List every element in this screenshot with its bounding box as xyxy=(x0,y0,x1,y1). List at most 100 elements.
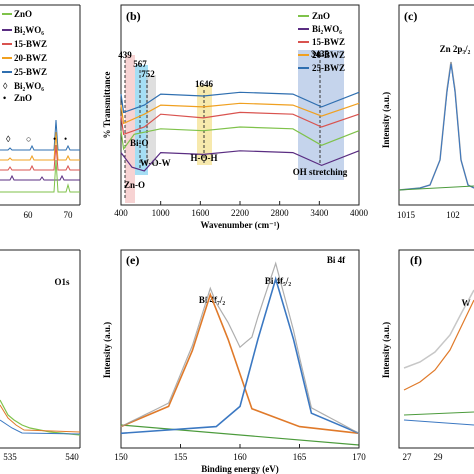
legend-label: Bi₂WO₆ xyxy=(14,25,44,35)
panel-a-legend: ZnO Bi₂WO₆ 15-BWZ 20-BWZ 25-BWZ ◊ Bi₂WO₆… xyxy=(2,9,47,103)
legend-label: 25-BWZ xyxy=(14,67,47,77)
ftir-series-line xyxy=(120,91,360,114)
legend-label: 20-BWZ xyxy=(14,53,47,63)
x-tick-label: 60 xyxy=(24,210,34,220)
x-tick-label: 1015 xyxy=(397,210,416,220)
x-tick-label: 27 xyxy=(403,452,413,462)
ftir-series-group xyxy=(120,91,360,172)
peak-label-right: Bi 4f₅/₂ xyxy=(265,276,291,286)
x-tick-label: 1600 xyxy=(191,208,210,218)
x-tick-label: 170 xyxy=(352,452,366,462)
panel-c: (c) Intensity (a.u.) Zn 2p₃/₂ 1015 102 xyxy=(381,4,474,220)
xps-fit-line xyxy=(120,292,360,435)
ftir-x-ticks: 400 1000 1600 2200 2800 3400 4000 xyxy=(114,201,369,218)
x-tick-label: 400 xyxy=(114,208,128,218)
xrd-trace xyxy=(0,144,80,171)
x-tick-label: 70 xyxy=(64,210,74,220)
x-tick-label: 535 xyxy=(3,452,17,462)
panel-b-y-label: % Transmittance xyxy=(102,72,112,139)
xps-fit-line xyxy=(120,276,360,435)
diamond-marker: ◊ xyxy=(3,81,8,91)
circle-marker: ○ xyxy=(26,134,31,144)
w-fit-trace xyxy=(403,419,474,426)
xrd-trace xyxy=(0,119,80,151)
panel-b-x-label: Wavenumber (cm⁻¹) xyxy=(200,220,279,230)
x-tick-label: 4000 xyxy=(350,208,369,218)
x-tick-label: 2200 xyxy=(231,208,250,218)
peak-label: 567 xyxy=(133,59,147,69)
panel-e-y-label: Intensity (a.u.) xyxy=(102,322,112,378)
x-tick-label: 155 xyxy=(174,452,188,462)
bi-background xyxy=(120,424,360,446)
panel-e-x-label: Binding energy (eV) xyxy=(201,464,279,474)
panel-e: (e) Bi 4f Bi 4f₇/₂ Bi 4f₅/₂ Intensity (a… xyxy=(102,249,366,474)
peak-label: 752 xyxy=(141,69,155,79)
annotation: Zn-O xyxy=(124,180,145,190)
o1s-fit-trace xyxy=(0,404,81,433)
x-tick-label: 160 xyxy=(233,452,247,462)
xrd-trace xyxy=(0,159,80,193)
panel-f: (f) W Intensity (a.u.) 27 29 xyxy=(381,249,474,462)
annotation: W-O-W xyxy=(140,158,171,168)
panel-c-peak-label: Zn 2p₃/₂ xyxy=(440,44,471,54)
annotation: Bi-O xyxy=(130,138,149,148)
legend-label: 20-BWZ xyxy=(312,50,345,60)
ftir-series-line xyxy=(120,126,360,151)
zn-background xyxy=(398,185,474,191)
xps-series-group xyxy=(120,261,360,435)
panel-e-letter: (e) xyxy=(126,253,139,267)
x-tick-label: 29 xyxy=(434,452,444,462)
dot-marker: • xyxy=(64,134,67,144)
panel-a: ZnO Bi₂WO₆ 15-BWZ 20-BWZ 25-BWZ ◊ Bi₂WO₆… xyxy=(0,4,81,220)
zn-fit-trace xyxy=(398,63,474,191)
annotation-oh: OH stretching xyxy=(293,167,348,177)
legend-label: Bi₂WO₆ xyxy=(312,24,342,34)
o1s-raw-trace xyxy=(0,399,81,436)
x-tick-label: 540 xyxy=(65,452,79,462)
panel-f-peak-label: W xyxy=(462,298,471,308)
legend-label: 15-BWZ xyxy=(312,37,345,47)
w-fit-trace xyxy=(403,299,474,391)
panel-f-frame xyxy=(398,249,474,449)
panel-b-legend: ZnO Bi₂WO₆ 15-BWZ 20-BWZ 25-BWZ xyxy=(298,11,345,73)
x-tick-label: 165 xyxy=(293,452,307,462)
panel-b: (b) 439 567 752 1646 3435 Bi-O W-O-W H-O… xyxy=(102,4,369,230)
xps-x-ticks: 150 155 160 165 170 xyxy=(114,444,366,462)
w-raw-trace xyxy=(403,289,474,369)
xrd-trace xyxy=(0,131,80,161)
ftir-series-line xyxy=(120,150,360,172)
annotation: H-O-H xyxy=(191,153,218,163)
wow-band xyxy=(146,75,156,165)
x-tick-label: 102 xyxy=(446,210,460,220)
xps-envelope-line xyxy=(120,261,360,434)
dot-marker: • xyxy=(3,93,6,103)
ftir-series-line xyxy=(120,102,360,125)
x-tick-label: 150 xyxy=(114,452,128,462)
legend-label: ZnO xyxy=(312,11,330,21)
legend-label: ZnO xyxy=(14,93,32,103)
bio-band xyxy=(135,65,148,175)
o1s-fit-trace xyxy=(0,419,81,435)
panel-e-title: Bi 4f xyxy=(327,255,346,265)
panel-d: O1s 535 540 xyxy=(0,249,81,462)
zno-band xyxy=(125,55,135,203)
zn-raw-trace xyxy=(398,61,474,191)
peak-label: 3435 xyxy=(311,49,330,59)
panel-c-frame xyxy=(398,4,474,206)
legend-label: ZnO xyxy=(14,9,32,19)
ftir-series-line xyxy=(120,111,360,136)
x-tick-label: 1000 xyxy=(152,208,171,218)
peak-label: 439 xyxy=(118,50,132,60)
w-background xyxy=(403,411,474,416)
xrd-trace xyxy=(0,174,80,181)
legend-label: 25-BWZ xyxy=(312,63,345,73)
diamond-marker: ◊ xyxy=(6,134,11,144)
x-tick-label: 2800 xyxy=(271,208,290,218)
panel-f-letter: (f) xyxy=(410,253,422,267)
dot-marker: • xyxy=(53,134,56,144)
panel-f-y-label: Intensity (a.u.) xyxy=(381,322,391,378)
peak-label: 1646 xyxy=(195,79,214,89)
panel-c-y-label: Intensity (a.u.) xyxy=(381,92,391,148)
panel-d-peak-label: O1s xyxy=(54,277,70,287)
